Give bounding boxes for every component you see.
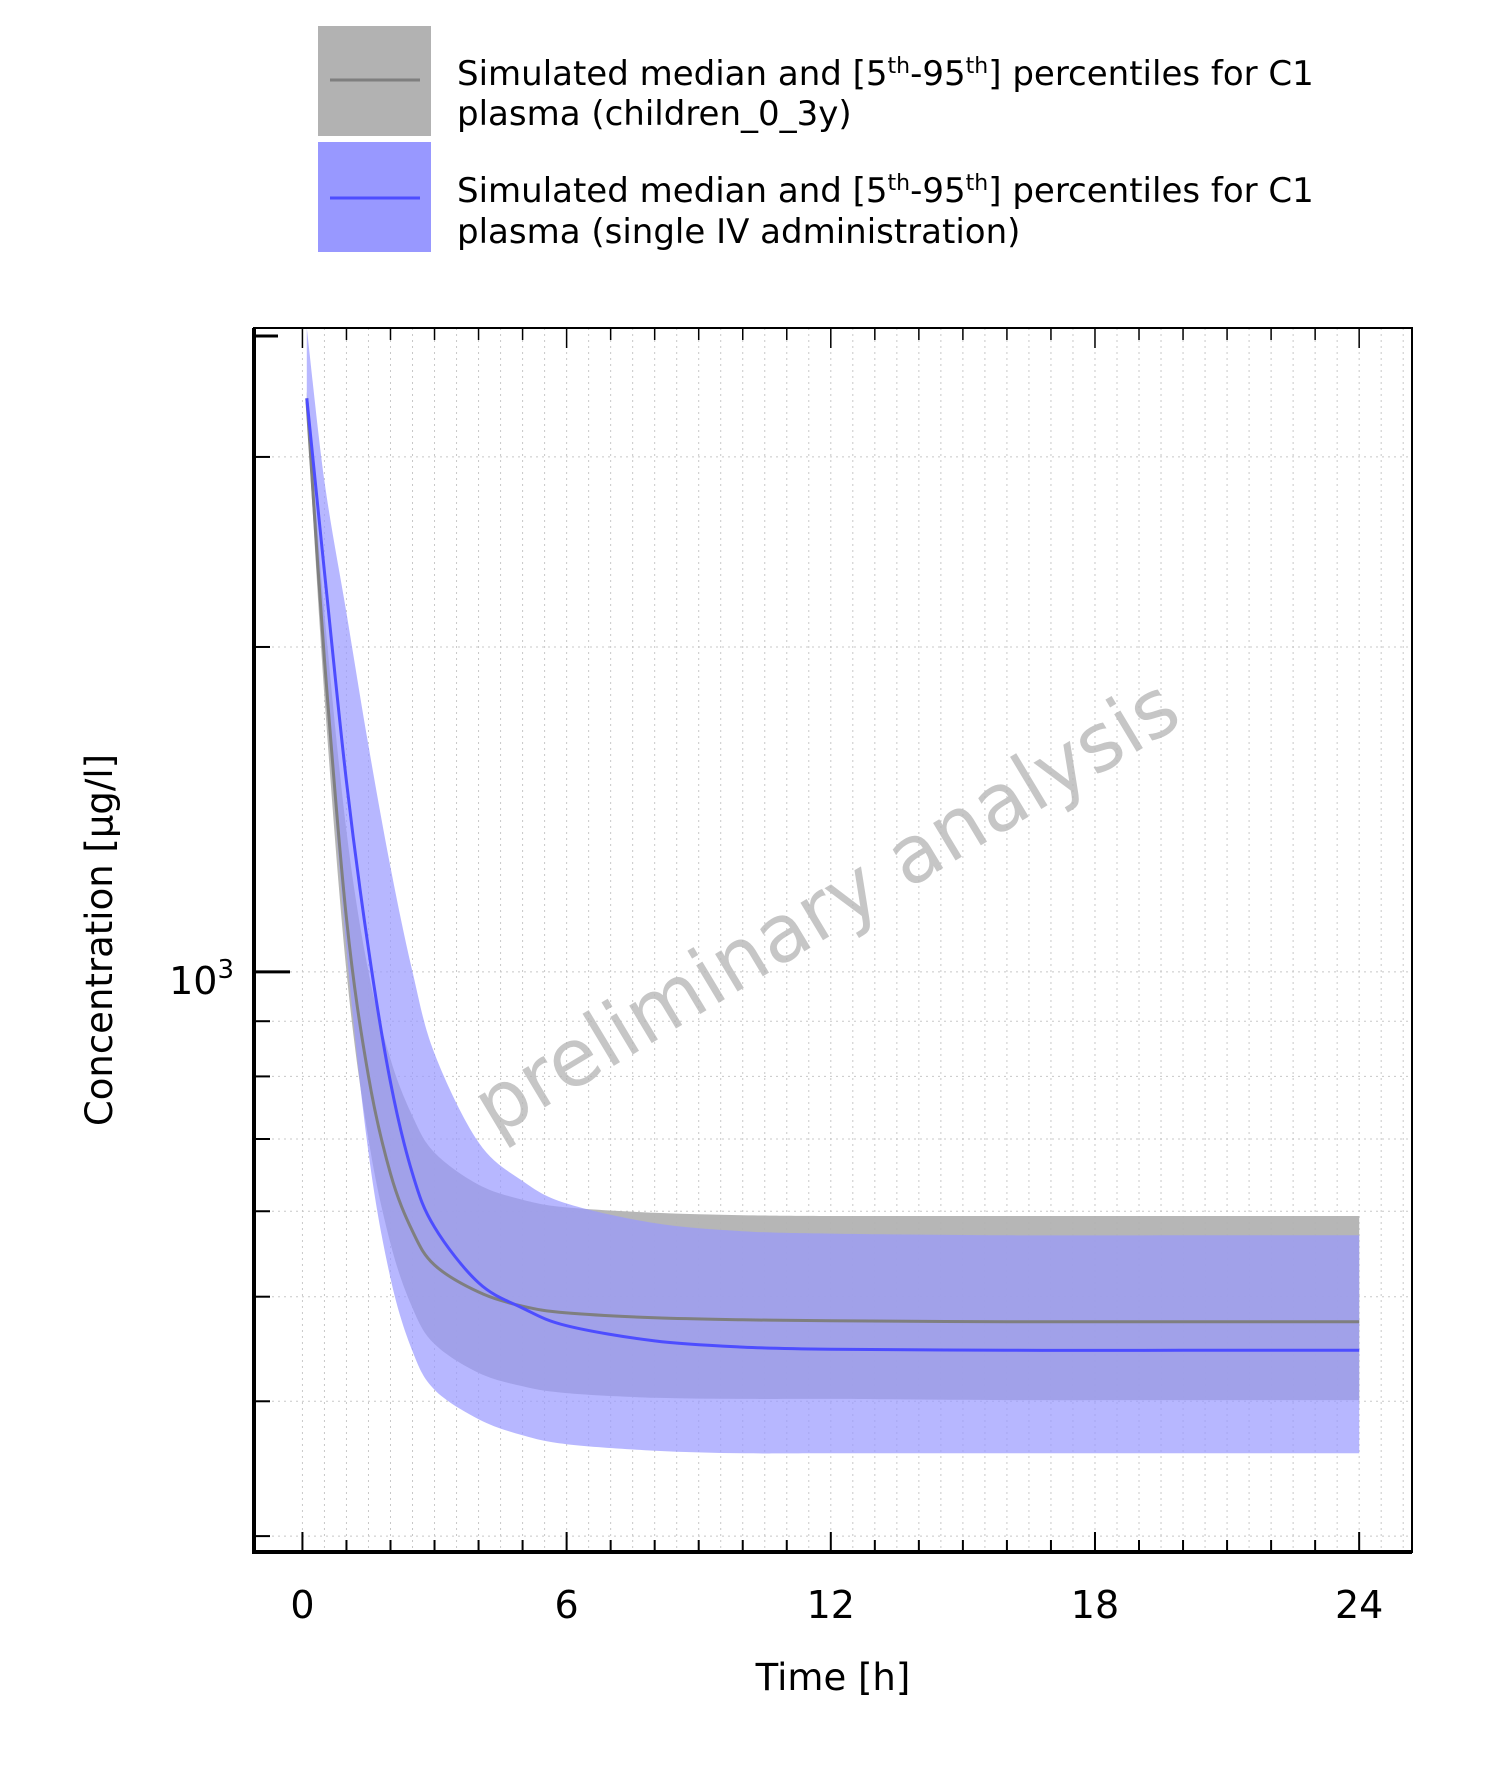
y-axis-title: Concentration [µg/l] (78, 754, 121, 1126)
y-ticks (254, 334, 290, 1538)
x-tick-label: 24 (1335, 1583, 1383, 1627)
x-tick-label: 6 (555, 1583, 579, 1627)
plot-area: preliminary analysis 0 6 12 18 24 (252, 327, 1413, 1627)
legend: Simulated median and [5th-95th] percenti… (318, 26, 1314, 252)
median-line-iv (305, 398, 1360, 1352)
legend-label-iv-line2: plasma (single IV administration) (457, 212, 1020, 252)
x-axis-title: Time [h] (755, 1656, 911, 1699)
median-line-children (305, 398, 1360, 1324)
x-tick-label: 12 (807, 1583, 855, 1627)
watermark-text: preliminary analysis (457, 659, 1195, 1153)
y-tick-label-1000: 103 (169, 955, 234, 1003)
legend-label-iv-line1: Simulated median and [5th-95th] percenti… (457, 171, 1314, 211)
x-ticks: 0 6 12 18 24 (290, 328, 1383, 1627)
median-lines (305, 398, 1360, 1352)
x-tick-label: 0 (290, 1583, 314, 1627)
band-iv (306, 328, 1360, 1454)
legend-label-children-line1: Simulated median and [5th-95th] percenti… (457, 54, 1314, 94)
x-tick-label: 18 (1071, 1583, 1119, 1627)
percentile-bands (306, 328, 1360, 1454)
legend-label-children-line2: plasma (children_0_3y) (457, 94, 852, 134)
